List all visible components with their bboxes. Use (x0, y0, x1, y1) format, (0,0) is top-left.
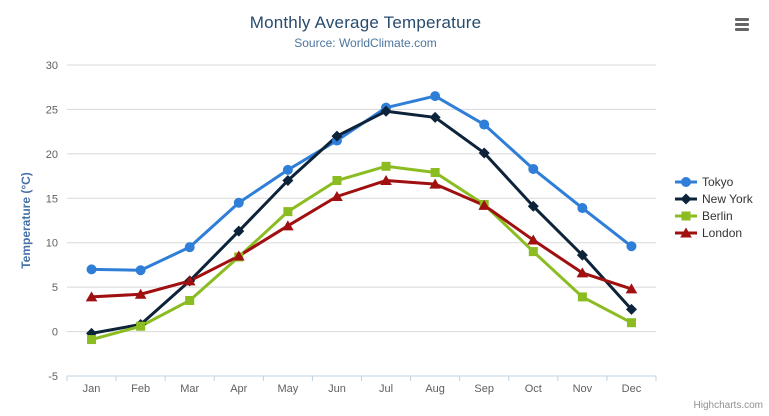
data-point-london-jun[interactable] (331, 191, 343, 202)
data-point-berlin-feb[interactable] (136, 321, 146, 331)
data-point-berlin-jun[interactable] (332, 176, 342, 186)
series-line-london (90, 179, 633, 299)
y-axis-label: -5 (48, 371, 58, 383)
data-point-tokyo-apr[interactable] (233, 197, 244, 208)
data-point-new-york-oct[interactable] (527, 200, 539, 212)
x-axis-label: Dec (622, 383, 642, 395)
x-axis-label: Sep (474, 383, 494, 395)
x-axis (66, 375, 657, 381)
y-axis-label: 15 (46, 193, 58, 205)
x-axis-label: May (277, 383, 298, 395)
legend-item-tokyo[interactable]: Tokyo (675, 173, 753, 190)
data-point-berlin-mar[interactable] (185, 295, 195, 305)
hamburger-icon (734, 18, 750, 31)
data-point-new-york-aug[interactable] (429, 111, 441, 123)
y-axis-label: 10 (46, 238, 58, 250)
data-point-new-york-sep[interactable] (478, 147, 490, 159)
series-line-berlin (90, 164, 633, 342)
data-point-berlin-may[interactable] (283, 207, 293, 217)
data-point-new-york-dec[interactable] (625, 303, 637, 315)
data-point-tokyo-nov[interactable] (577, 203, 588, 214)
data-point-new-york-jun[interactable] (331, 130, 343, 142)
legend-symbol (680, 227, 692, 237)
data-point-tokyo-feb[interactable] (135, 265, 146, 276)
data-point-london-jul[interactable] (380, 175, 392, 186)
x-axis-label: Aug (425, 383, 445, 395)
data-point-berlin-aug[interactable] (430, 168, 440, 178)
data-point-london-nov[interactable] (576, 267, 589, 278)
data-point-london-aug[interactable] (429, 178, 441, 189)
data-point-new-york-apr[interactable] (233, 225, 245, 237)
data-point-london-mar[interactable] (183, 275, 196, 286)
legend: Tokyo New York Berlin London (675, 173, 753, 241)
data-point-berlin-jul[interactable] (381, 161, 391, 171)
x-axis-label: Apr (230, 383, 247, 395)
series-markers-tokyo (86, 91, 637, 276)
series-markers-new-york (86, 105, 637, 339)
legend-symbol (681, 176, 691, 187)
data-point-berlin-dec[interactable] (626, 318, 636, 328)
legend-symbol (681, 211, 691, 220)
legend-label: London (702, 225, 743, 240)
x-axis-label: Mar (180, 383, 199, 395)
data-point-london-oct[interactable] (527, 234, 540, 245)
y-axis-label: 25 (46, 104, 58, 116)
data-point-new-york-jul[interactable] (380, 105, 392, 117)
y-axis-labels: -5 0 5 10 15 20 25 30 (46, 60, 58, 383)
data-point-berlin-nov[interactable] (577, 292, 587, 302)
x-axis-label: Jan (83, 383, 101, 395)
legend-label: Berlin (702, 208, 733, 223)
x-axis-labels: Jan Feb Mar Apr May Jun Jul Aug Sep Oct Nov Dec (83, 383, 642, 395)
data-point-london-apr[interactable] (232, 250, 245, 261)
data-point-berlin-jan[interactable] (87, 335, 97, 345)
gridlines (67, 64, 656, 377)
legend-marker-diamond-icon (675, 193, 697, 204)
x-axis-label: Nov (573, 383, 593, 395)
legend-marker-triangle-icon (675, 227, 697, 237)
y-axis-label: 20 (46, 149, 58, 161)
data-point-tokyo-mar[interactable] (184, 242, 195, 253)
data-point-london-feb[interactable] (134, 288, 147, 299)
legend-item-london[interactable]: London (675, 224, 753, 241)
data-point-london-may[interactable] (282, 220, 294, 231)
y-axis-title: Temperature (°C) (19, 172, 33, 269)
y-axis-label: 0 (52, 327, 58, 339)
legend-item-new-york[interactable]: New York (675, 190, 753, 207)
x-axis-label: Feb (131, 383, 150, 395)
y-axis-label: 5 (52, 282, 58, 294)
legend-marker-square-icon (675, 211, 697, 220)
x-axis-label: Jul (379, 383, 393, 395)
data-point-tokyo-dec[interactable] (626, 241, 637, 252)
data-point-tokyo-sep[interactable] (479, 119, 490, 130)
legend-marker-circle-icon (675, 176, 697, 187)
data-point-london-sep[interactable] (478, 199, 491, 210)
legend-symbol (680, 193, 692, 204)
data-point-tokyo-aug[interactable] (430, 91, 441, 102)
highcharts-credits-link[interactable]: Highcharts.com (693, 400, 763, 411)
x-axis-label: Oct (525, 383, 542, 395)
x-axis-label: Jun (328, 383, 346, 395)
y-axis-label: 30 (46, 60, 58, 72)
data-point-new-york-may[interactable] (282, 175, 294, 187)
data-point-london-dec[interactable] (625, 283, 638, 294)
data-point-tokyo-oct[interactable] (528, 163, 539, 174)
data-point-berlin-oct[interactable] (528, 247, 538, 257)
data-point-tokyo-may[interactable] (282, 164, 293, 175)
legend-label: New York (702, 191, 753, 206)
series-line-new-york (90, 109, 633, 335)
data-point-tokyo-jan[interactable] (86, 264, 97, 275)
export-menu-button[interactable] (734, 18, 750, 32)
legend-label: Tokyo (702, 174, 734, 189)
series-markers-london (85, 175, 638, 302)
data-point-new-york-nov[interactable] (576, 249, 588, 261)
legend-item-berlin[interactable]: Berlin (675, 207, 753, 224)
data-point-london-jan[interactable] (85, 291, 98, 302)
